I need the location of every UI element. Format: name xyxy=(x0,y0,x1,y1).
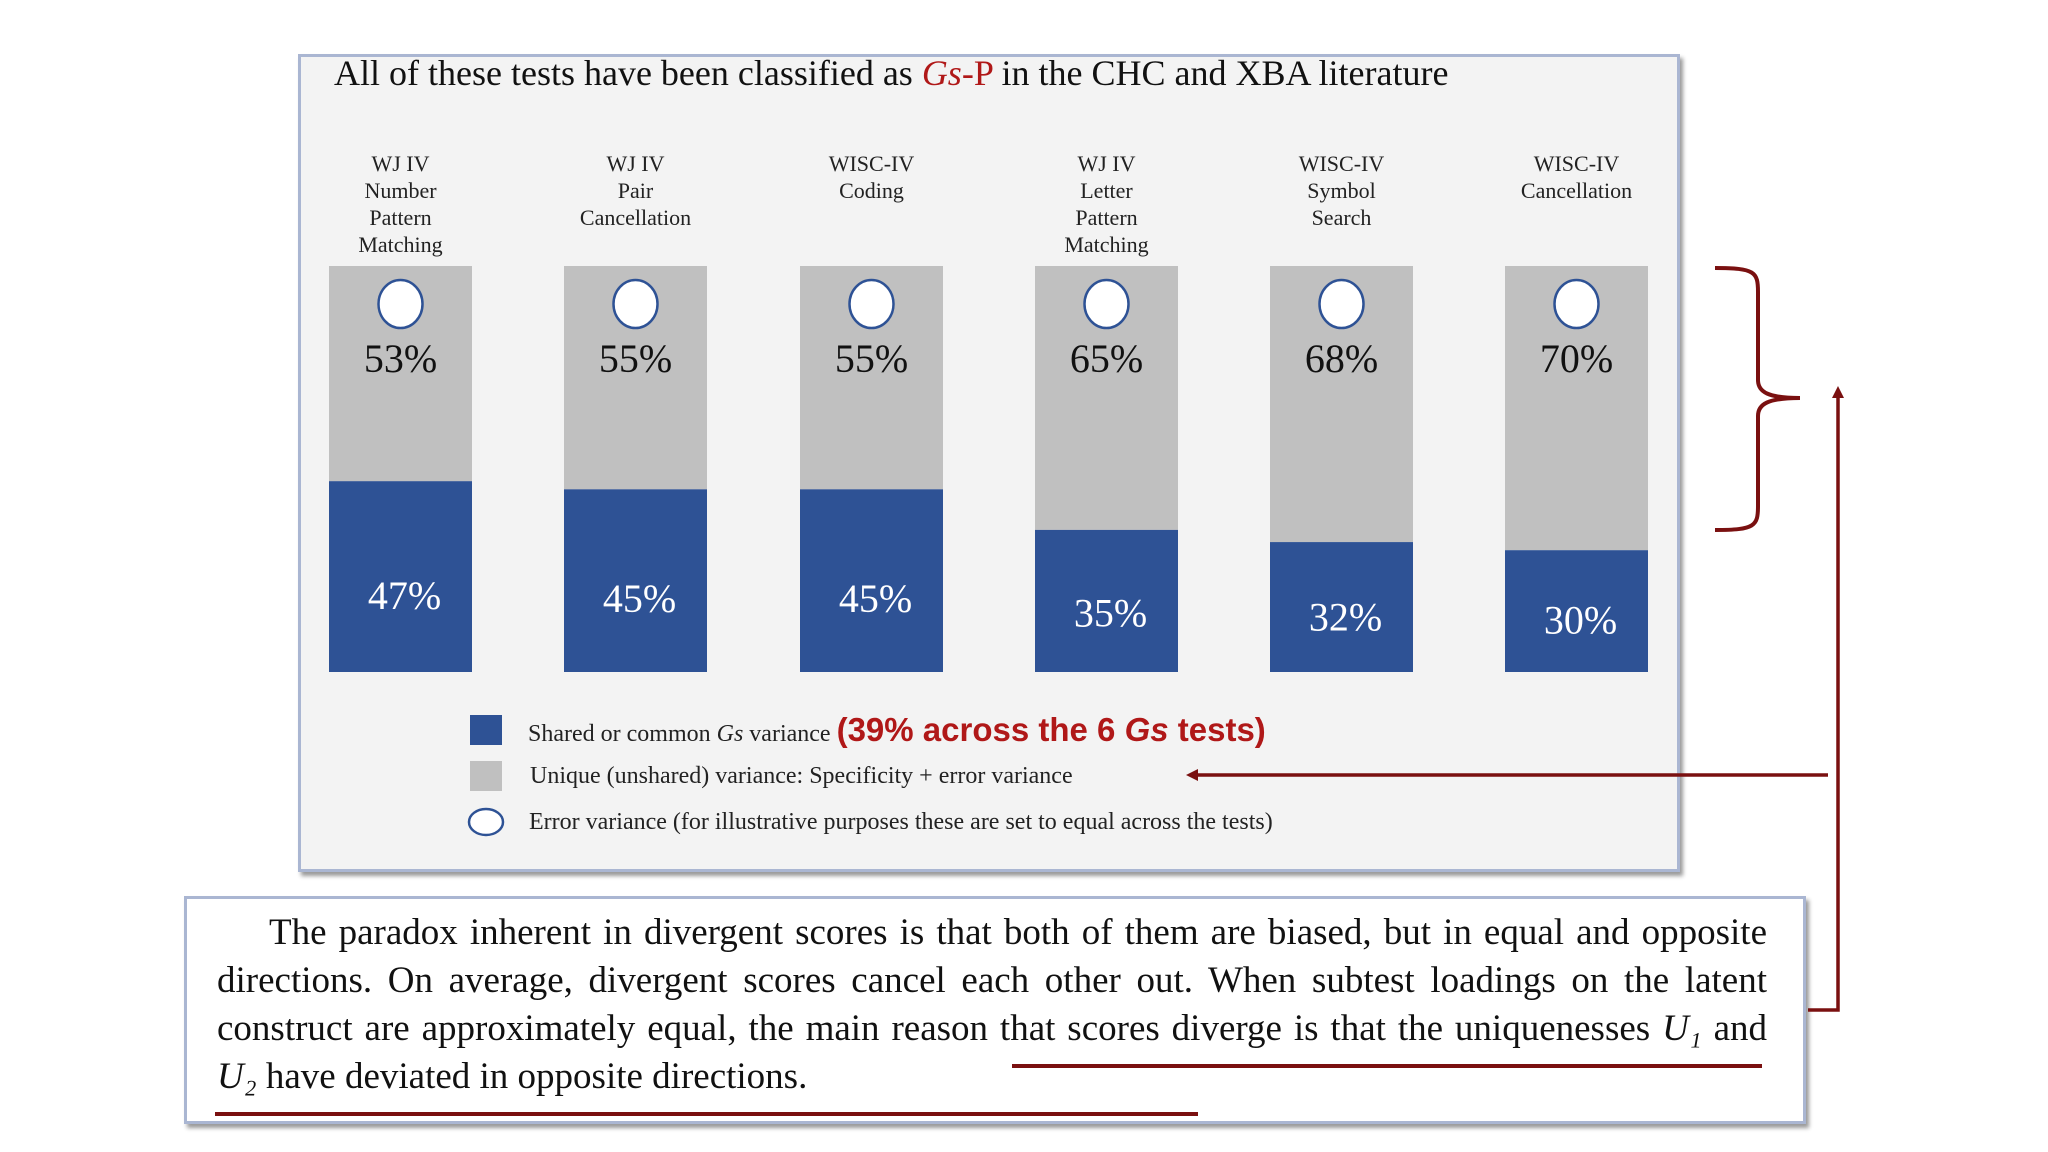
bar-shared xyxy=(329,481,472,672)
bar-unique-label: 68% xyxy=(1305,336,1378,381)
brace-annotation xyxy=(1714,266,1801,532)
category-label: WJ IV Pair Cancellation xyxy=(579,151,692,230)
legend-error: Error variance (for illustrative purpose… xyxy=(529,809,1273,835)
bar-shared-label: 45% xyxy=(839,576,912,621)
category-label: WJ IV Number Pattern Matching xyxy=(358,151,443,257)
error-variance-circle xyxy=(1553,278,1600,330)
title-gs-p: -P xyxy=(961,53,993,93)
title-gs: Gs xyxy=(921,53,962,93)
bar-shared xyxy=(800,489,943,672)
category-label: WISC-IV Cancellation xyxy=(1520,151,1633,203)
chart-title: All of these tests have been classified … xyxy=(334,53,1449,93)
bar-shared-label: 35% xyxy=(1074,590,1147,635)
quote-paragraph: The paradox inherent in divergent scores… xyxy=(217,912,1767,1097)
legend-unique: Unique (unshared) variance: Specificity … xyxy=(530,763,1073,789)
error-variance-circle xyxy=(1083,278,1130,330)
legend-swatch-shared xyxy=(470,715,502,745)
category-label: WISC-IV Coding xyxy=(828,151,915,203)
bar-shared xyxy=(564,489,707,672)
connector-line xyxy=(1808,386,1844,1012)
bar-shared-label: 47% xyxy=(368,573,441,618)
legend-swatch-unique xyxy=(470,761,502,791)
category-label: WJ IV Letter Pattern Matching xyxy=(1064,151,1149,257)
bar-shared xyxy=(1505,550,1648,672)
category-label: WISC-IV Symbol Search xyxy=(1298,151,1385,230)
error-variance-circle xyxy=(1318,278,1365,330)
legend-swatch-error-circle xyxy=(467,807,505,837)
bar-unique-label: 55% xyxy=(835,336,908,381)
bar-unique-label: 70% xyxy=(1540,336,1613,381)
legend-shared: Shared or common Gs variance (39% across… xyxy=(528,711,1266,748)
u2-symbol: U₂ xyxy=(217,1056,257,1097)
bar-shared xyxy=(1270,542,1413,672)
bar-unique-label: 65% xyxy=(1070,336,1143,381)
bar-unique-label: 55% xyxy=(599,336,672,381)
bar-shared-label: 30% xyxy=(1544,597,1617,642)
error-variance-circle xyxy=(848,278,895,330)
error-variance-circle xyxy=(612,278,659,330)
bar-shared xyxy=(1035,529,1178,672)
error-variance-circle xyxy=(377,278,424,330)
bar-unique-label: 53% xyxy=(364,336,437,381)
bar-shared-label: 32% xyxy=(1309,595,1382,640)
legend-shared-highlight: (39% across the 6 Gs tests) xyxy=(836,711,1266,748)
bar-shared-label: 45% xyxy=(603,576,676,621)
u1-symbol: U₁ xyxy=(1662,1008,1702,1049)
quote-panel: The paradox inherent in divergent scores… xyxy=(184,896,1806,1124)
chart-panel xyxy=(298,54,1680,872)
